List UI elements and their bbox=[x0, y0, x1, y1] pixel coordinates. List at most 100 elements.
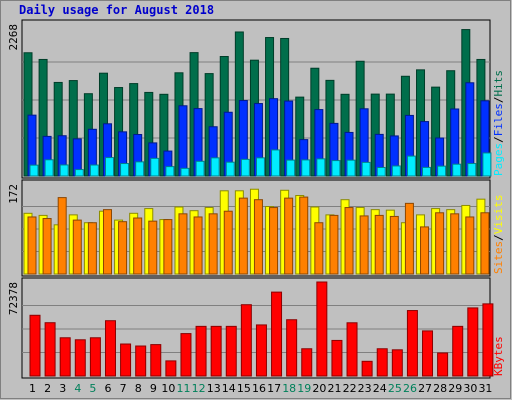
bar-sites-day-20 bbox=[314, 222, 324, 275]
bar-pages-day-30 bbox=[467, 163, 477, 177]
bar-kbytes-day-30 bbox=[467, 307, 479, 377]
bar-pages-day-13 bbox=[210, 157, 220, 177]
bar-pages-day-1 bbox=[29, 164, 39, 177]
side-legend-separator: / bbox=[492, 234, 505, 241]
bar-pages-day-7 bbox=[120, 163, 130, 177]
bar-sites-day-16 bbox=[253, 199, 263, 275]
bar-sites-day-24 bbox=[374, 214, 384, 275]
x-tick-label: 31 bbox=[478, 382, 492, 395]
bar-pages-day-2 bbox=[44, 159, 54, 177]
bar-pages-day-16 bbox=[255, 157, 265, 177]
x-tick-label: 30 bbox=[463, 382, 477, 395]
bar-sites-day-30 bbox=[465, 216, 475, 275]
bar-kbytes-day-7 bbox=[120, 343, 132, 377]
bar-kbytes-day-14 bbox=[225, 325, 237, 377]
bar-kbytes-day-8 bbox=[135, 345, 147, 377]
x-tick-label: 11 bbox=[177, 382, 191, 395]
panel-sites-visits: 172 Sites/Visits bbox=[7, 179, 505, 277]
bar-sites-day-4 bbox=[72, 219, 82, 275]
x-tick-label: 12 bbox=[192, 382, 206, 395]
bar-pages-day-9 bbox=[150, 157, 160, 177]
bar-kbytes-day-6 bbox=[104, 320, 116, 377]
chart-panels: 2268Pages/Files/Hits172Sites/Visits72378… bbox=[7, 19, 505, 379]
bar-sites-day-26 bbox=[404, 202, 414, 275]
bar-sites-day-23 bbox=[359, 215, 369, 275]
bar-kbytes-day-19 bbox=[301, 348, 313, 377]
bar-kbytes-day-12 bbox=[195, 325, 207, 377]
side-legend-separator: / bbox=[492, 97, 505, 104]
x-tick-label: 24 bbox=[373, 382, 387, 395]
x-tick-label: 6 bbox=[105, 382, 112, 395]
series-sites bbox=[27, 196, 490, 275]
series-pages bbox=[29, 149, 492, 177]
bar-sites-day-22 bbox=[344, 207, 354, 275]
bar-sites-day-15 bbox=[238, 197, 248, 275]
bar-pages-day-29 bbox=[452, 163, 462, 177]
x-tick-label: 3 bbox=[59, 382, 66, 395]
bar-sites-day-7 bbox=[118, 221, 128, 275]
x-tick-label: 27 bbox=[418, 382, 432, 395]
x-tick-label: 15 bbox=[237, 382, 251, 395]
bar-pages-day-23 bbox=[361, 161, 371, 177]
chart-title: Daily usage for August 2018 bbox=[19, 3, 214, 17]
x-axis-day-labels: 1 2 3 4 5 6 7 8 9 10 11 12 13 14 15 16 17 18 19 20 21 22 23 24 2… bbox=[29, 382, 492, 395]
bar-pages-day-4 bbox=[74, 169, 84, 177]
bar-kbytes-day-15 bbox=[240, 304, 252, 377]
x-tick-label: 29 bbox=[448, 382, 462, 395]
bar-sites-day-25 bbox=[389, 215, 399, 275]
bar-sites-day-28 bbox=[435, 212, 445, 275]
bar-kbytes-day-3 bbox=[59, 337, 71, 377]
bar-sites-day-1 bbox=[27, 216, 37, 275]
x-tick-label: 7 bbox=[120, 382, 127, 395]
x-tick-label: 17 bbox=[267, 382, 281, 395]
bar-kbytes-day-9 bbox=[150, 344, 162, 377]
bar-kbytes-day-31 bbox=[482, 303, 494, 377]
bar-pages-day-31 bbox=[482, 152, 492, 177]
bar-kbytes-day-10 bbox=[165, 360, 177, 377]
bar-pages-day-12 bbox=[195, 160, 205, 177]
x-tick-label: 14 bbox=[222, 382, 236, 395]
side-legend: KBytes bbox=[492, 336, 505, 376]
bar-pages-day-14 bbox=[225, 161, 235, 177]
bar-sites-day-5 bbox=[87, 222, 97, 275]
bar-sites-day-13 bbox=[208, 213, 218, 275]
x-tick-label: 28 bbox=[433, 382, 447, 395]
bar-kbytes-day-18 bbox=[286, 319, 298, 377]
bar-kbytes-day-29 bbox=[452, 325, 464, 377]
x-tick-label: 23 bbox=[358, 382, 372, 395]
side-legend-files: Files bbox=[492, 103, 505, 136]
bar-sites-day-3 bbox=[57, 197, 67, 275]
bar-pages-day-15 bbox=[240, 158, 250, 177]
bar-kbytes-day-26 bbox=[406, 310, 418, 377]
bar-sites-day-12 bbox=[193, 216, 203, 275]
bar-sites-day-10 bbox=[163, 219, 173, 275]
bar-pages-day-11 bbox=[180, 167, 190, 177]
y-max-label: 172 bbox=[7, 184, 20, 204]
bar-kbytes-day-17 bbox=[271, 291, 283, 377]
bar-sites-day-27 bbox=[420, 226, 430, 275]
bar-kbytes-day-23 bbox=[361, 360, 373, 377]
bar-pages-day-19 bbox=[301, 159, 311, 177]
x-tick-label: 13 bbox=[207, 382, 221, 395]
x-tick-label: 9 bbox=[150, 382, 157, 395]
bar-kbytes-day-11 bbox=[180, 333, 192, 377]
x-tick-label: 18 bbox=[282, 382, 296, 395]
side-legend-sites: Sites bbox=[492, 241, 505, 274]
x-tick-label: 8 bbox=[135, 382, 142, 395]
bar-kbytes-day-25 bbox=[391, 349, 403, 377]
bar-pages-day-6 bbox=[104, 157, 114, 177]
bar-pages-day-10 bbox=[165, 166, 175, 177]
x-tick-label: 4 bbox=[74, 382, 81, 395]
x-tick-label: 19 bbox=[297, 382, 311, 395]
bar-kbytes-day-22 bbox=[346, 322, 358, 377]
bar-sites-day-17 bbox=[269, 207, 279, 275]
bar-kbytes-day-20 bbox=[316, 281, 328, 377]
bar-sites-day-9 bbox=[148, 220, 158, 275]
bar-pages-day-18 bbox=[286, 159, 296, 177]
side-legend-visits: Visits bbox=[492, 195, 505, 235]
bar-kbytes-day-16 bbox=[255, 324, 267, 377]
bar-pages-day-25 bbox=[391, 165, 401, 177]
bar-pages-day-22 bbox=[346, 159, 356, 177]
